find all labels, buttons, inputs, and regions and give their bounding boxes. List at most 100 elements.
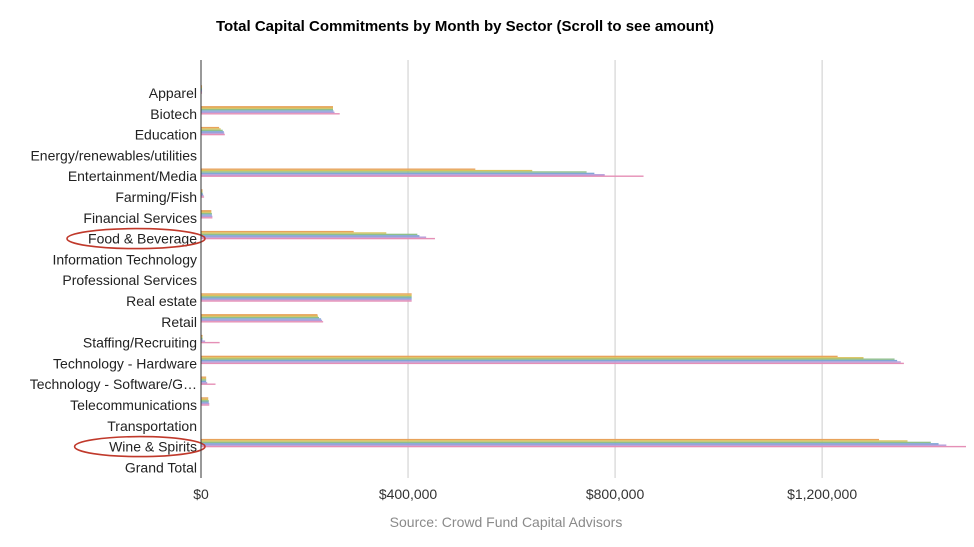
bar bbox=[201, 214, 212, 216]
bar bbox=[201, 401, 209, 403]
bar bbox=[201, 359, 898, 362]
bar bbox=[201, 175, 644, 177]
highlight-oval bbox=[66, 227, 206, 250]
bar bbox=[201, 357, 864, 359]
bar bbox=[201, 92, 203, 94]
x-tick-label: $800,000 bbox=[586, 486, 645, 502]
bar bbox=[201, 361, 901, 363]
x-tick-label: $1,200,000 bbox=[787, 486, 857, 502]
bar bbox=[201, 190, 203, 193]
bar bbox=[201, 358, 895, 360]
category-label: Transportation bbox=[107, 418, 197, 434]
category-label: Information Technology bbox=[53, 251, 198, 267]
bar bbox=[201, 128, 221, 130]
category-label: Apparel bbox=[149, 85, 197, 101]
bar bbox=[201, 106, 333, 108]
bar bbox=[201, 88, 203, 90]
category-label: Technology - Software/G… bbox=[30, 376, 197, 392]
category-label: Real estate bbox=[126, 293, 197, 309]
bar bbox=[201, 337, 203, 340]
category-label: Retail bbox=[161, 314, 197, 330]
category-label: Education bbox=[135, 127, 197, 143]
bar bbox=[201, 318, 322, 320]
x-tick-label: $0 bbox=[193, 486, 209, 502]
x-tick-label: $400,000 bbox=[379, 486, 438, 502]
category-label: Energy/renewables/utilities bbox=[30, 147, 197, 163]
bar bbox=[201, 376, 207, 378]
bar bbox=[201, 319, 323, 322]
bar bbox=[201, 293, 412, 295]
highlight-oval bbox=[73, 435, 206, 458]
bar bbox=[201, 235, 420, 237]
bar bbox=[201, 192, 203, 194]
bar bbox=[201, 400, 209, 402]
bar bbox=[201, 340, 206, 342]
bar bbox=[201, 443, 939, 445]
gridlines bbox=[407, 60, 823, 478]
bar bbox=[201, 211, 212, 213]
bar bbox=[201, 168, 476, 170]
bar bbox=[201, 300, 412, 302]
bar bbox=[201, 382, 208, 384]
bar bbox=[201, 89, 203, 91]
bar bbox=[201, 355, 838, 358]
bar bbox=[201, 294, 412, 297]
bar bbox=[201, 438, 880, 441]
category-label: Telecommunications bbox=[70, 397, 197, 413]
bar bbox=[201, 132, 225, 134]
bar bbox=[201, 402, 210, 405]
bar bbox=[201, 321, 324, 323]
bar bbox=[201, 297, 412, 299]
category-label: Financial Services bbox=[83, 210, 197, 226]
category-label: Professional Services bbox=[62, 272, 197, 288]
bar bbox=[201, 379, 207, 381]
bar bbox=[201, 90, 203, 93]
category-label: Farming/Fish bbox=[115, 189, 197, 205]
bar bbox=[201, 85, 203, 87]
category-label: Staffing/Recruiting bbox=[83, 335, 197, 351]
category-label: Biotech bbox=[150, 106, 197, 122]
bar bbox=[201, 377, 207, 380]
bar bbox=[201, 296, 412, 298]
bar bbox=[201, 86, 203, 89]
bar bbox=[201, 131, 224, 133]
bar bbox=[201, 212, 212, 215]
bars bbox=[201, 85, 966, 448]
bar bbox=[201, 440, 908, 442]
category-label: Food & Beverage bbox=[88, 231, 197, 247]
bar bbox=[201, 171, 587, 173]
bar bbox=[201, 113, 340, 115]
bar bbox=[201, 189, 203, 191]
bar bbox=[201, 133, 225, 136]
bar bbox=[201, 397, 209, 399]
bar bbox=[201, 339, 203, 341]
bar bbox=[201, 237, 435, 240]
bar bbox=[201, 441, 931, 444]
category-label: Technology - Hardware bbox=[53, 355, 197, 371]
bar bbox=[201, 233, 418, 236]
bar bbox=[201, 380, 207, 383]
bar bbox=[201, 334, 203, 337]
bar bbox=[201, 129, 223, 132]
bar bbox=[201, 174, 605, 176]
bar bbox=[201, 232, 387, 234]
category-label: Grand Total bbox=[125, 459, 197, 475]
bar bbox=[201, 444, 947, 446]
bar bbox=[201, 445, 966, 448]
bar bbox=[201, 217, 213, 219]
bar bbox=[201, 230, 354, 233]
category-label: Entertainment/Media bbox=[68, 168, 197, 184]
highlight-ovals bbox=[66, 227, 206, 458]
chart-title: Total Capital Commitments by Month by Se… bbox=[215, 18, 715, 35]
bar bbox=[201, 110, 334, 112]
bar bbox=[201, 111, 335, 114]
bar bbox=[201, 210, 212, 212]
bar bbox=[201, 236, 427, 238]
bar bbox=[201, 341, 220, 344]
bar bbox=[201, 383, 216, 385]
bar bbox=[201, 194, 204, 197]
bar bbox=[201, 172, 595, 175]
source-note: Source: Crowd Fund Capital Advisors bbox=[389, 514, 623, 530]
category-label: Wine & Spirits bbox=[109, 439, 197, 455]
bar bbox=[201, 315, 318, 317]
